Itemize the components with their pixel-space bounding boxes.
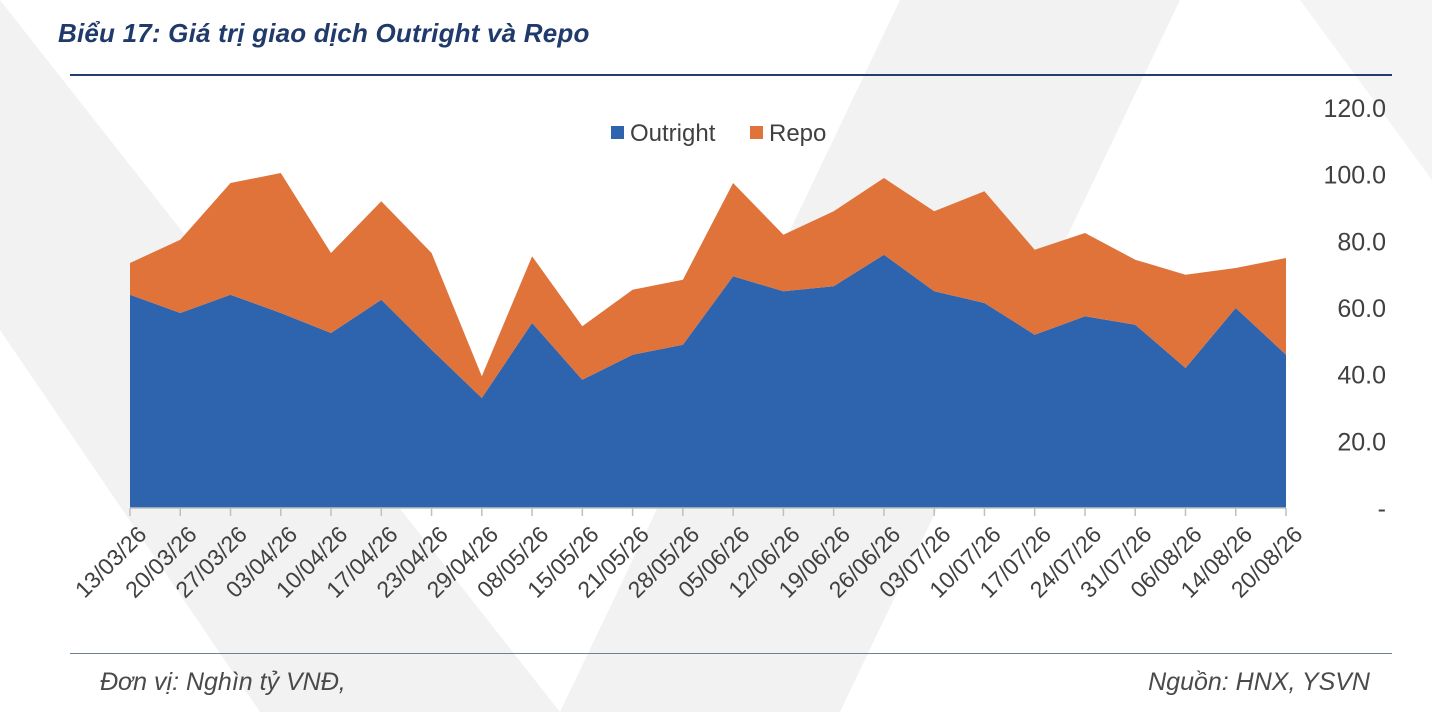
chart-title: Biểu 17: Giá trị giao dịch Outright và R…	[58, 18, 590, 48]
source-note: Nguồn: HNX, YSVN	[1148, 668, 1370, 696]
y-tick-label: 80.0	[1337, 228, 1386, 256]
legend: Outright Repo	[611, 120, 826, 147]
y-label-group: - 20.0 40.0 60.0 80.0 100.0 120.0	[1323, 95, 1386, 523]
legend-label-outright: Outright	[630, 120, 716, 147]
legend-swatch-outright	[611, 126, 624, 139]
footer-divider	[70, 653, 1392, 654]
x-tick-group	[129, 508, 1287, 516]
y-tick-label: 60.0	[1337, 295, 1386, 323]
legend-swatch-repo	[750, 126, 763, 139]
y-tick-label: 120.0	[1323, 95, 1386, 123]
area-series-outright	[130, 254, 1286, 508]
unit-note: Đơn vị: Nghìn tỷ VNĐ,	[100, 668, 346, 696]
y-tick-label: 20.0	[1337, 428, 1386, 456]
y-tick-label: 100.0	[1323, 162, 1386, 190]
title-divider	[70, 74, 1392, 76]
y-tick-label: 40.0	[1337, 362, 1386, 390]
watermark-stroke-far	[1300, 0, 1432, 180]
x-label-group: 13/03/2620/03/2627/03/2603/04/2610/04/26…	[70, 521, 1308, 603]
y-tick-label: -	[1378, 495, 1386, 523]
area-series-group	[130, 173, 1286, 508]
legend-label-repo: Repo	[769, 120, 826, 147]
area-series-repo	[130, 173, 1286, 398]
